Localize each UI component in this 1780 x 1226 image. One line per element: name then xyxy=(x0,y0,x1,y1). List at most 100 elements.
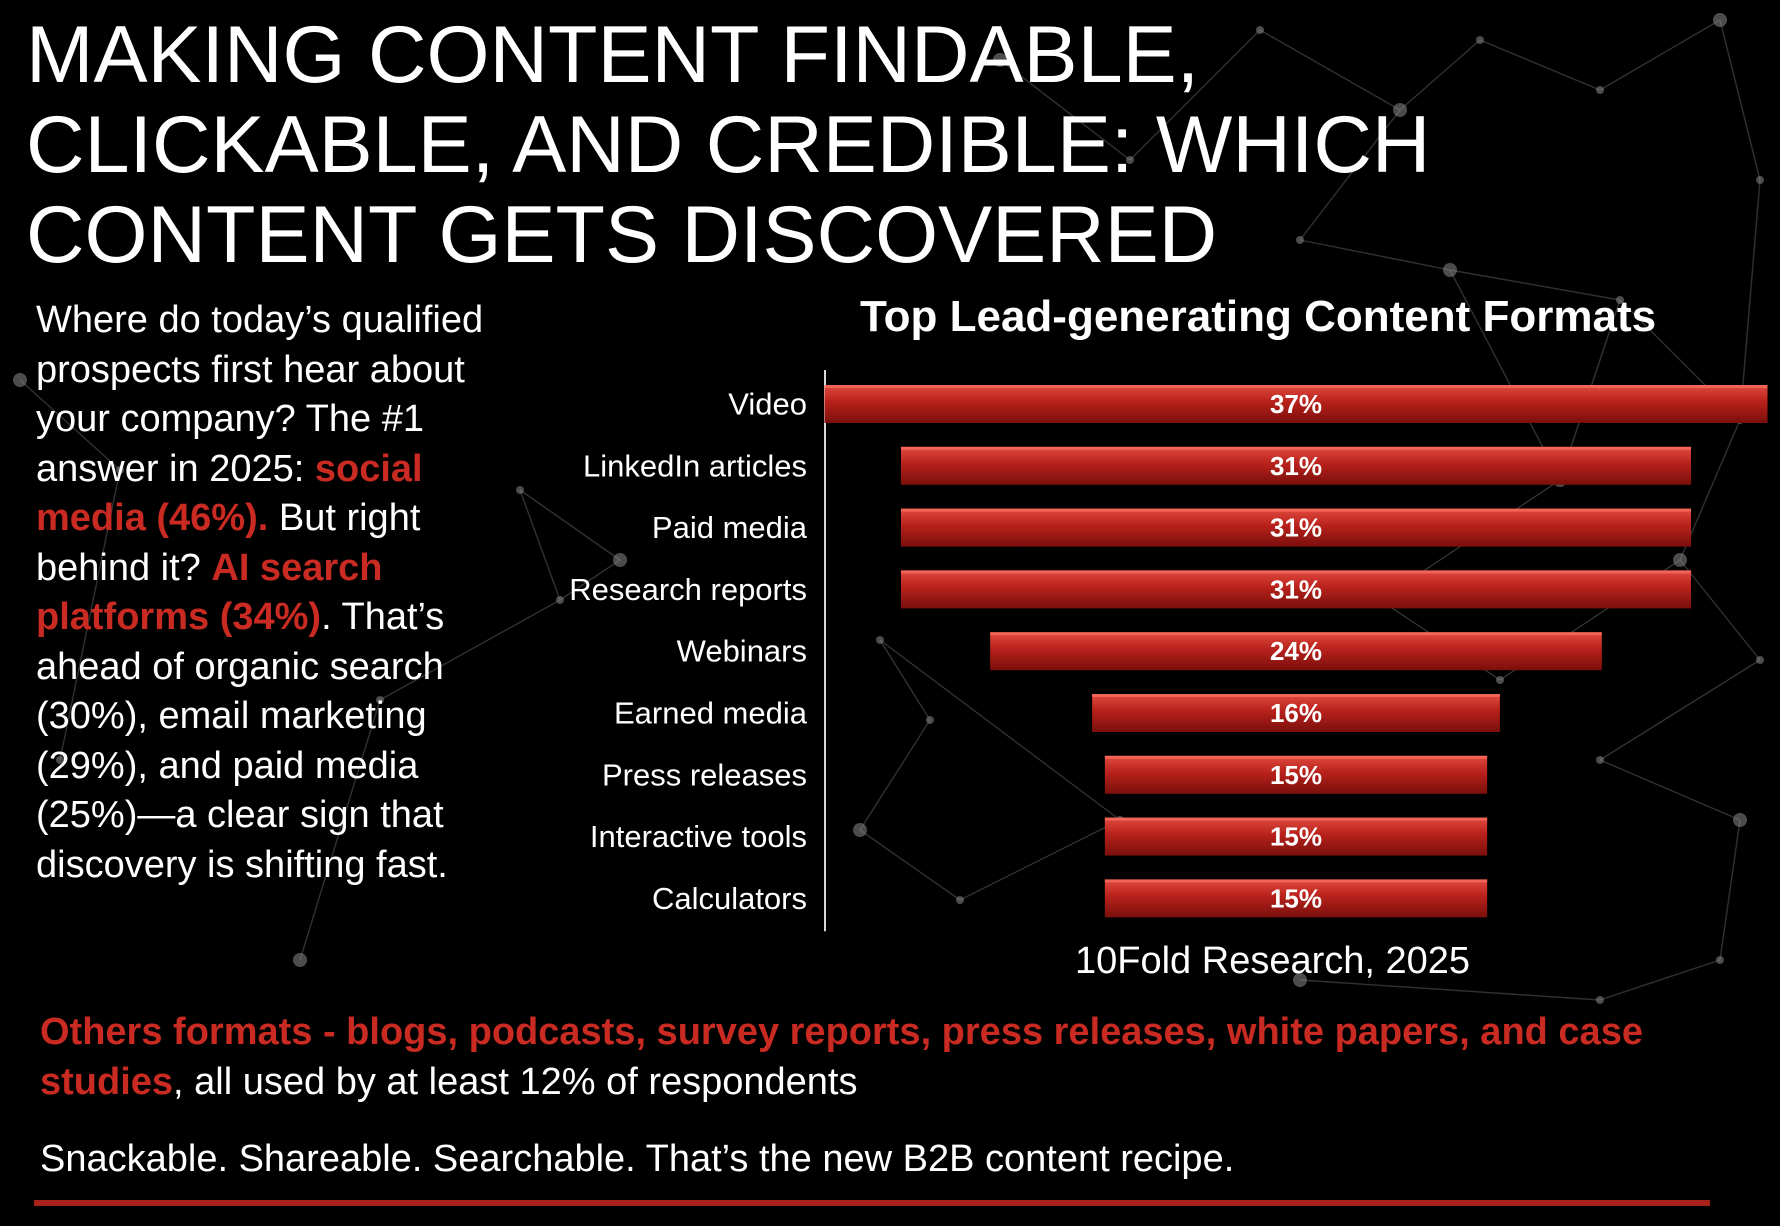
bar-value-label: 24% xyxy=(1270,636,1322,666)
network-line xyxy=(1129,29,1261,161)
intro-text-2: But right behind it? xyxy=(36,497,421,589)
network-node xyxy=(1256,26,1264,34)
network-node xyxy=(1596,756,1604,764)
page-title: MAKING CONTENT FINDABLE, CLICKABLE, AND … xyxy=(26,10,1726,280)
title-line-3: CONTENT GETS DISCOVERED xyxy=(26,190,1218,280)
category-label: Video xyxy=(728,387,807,422)
others-formats-note: Others formats - blogs, podcasts, survey… xyxy=(40,1007,1760,1107)
network-node xyxy=(1496,676,1504,684)
network-line xyxy=(1449,269,1621,301)
network-node xyxy=(1716,956,1724,964)
bar-highlight xyxy=(900,446,1692,450)
category-label: Research reports xyxy=(569,572,807,607)
network-node xyxy=(926,716,934,724)
network-line xyxy=(959,819,1121,901)
intro-highlight-social-media: social media (46%). xyxy=(36,447,423,540)
network-node xyxy=(956,896,964,904)
bar-value-label: 31% xyxy=(1270,513,1322,543)
network-line xyxy=(999,59,1131,161)
network-node xyxy=(1596,996,1604,1004)
bar xyxy=(1104,817,1488,856)
network-line xyxy=(1599,959,1721,1001)
network-node xyxy=(13,373,27,387)
network-node xyxy=(1293,973,1307,987)
network-node xyxy=(993,53,1007,67)
network-line xyxy=(1449,269,1561,481)
bar-highlight xyxy=(900,570,1692,574)
network-line xyxy=(59,469,121,761)
network-line xyxy=(859,719,931,831)
network-line xyxy=(1599,759,1741,821)
bar-highlight xyxy=(1104,879,1488,883)
bar xyxy=(1104,755,1488,794)
bar-highlight xyxy=(1104,817,1488,821)
network-node xyxy=(1476,36,1484,44)
bar-highlight xyxy=(824,385,1768,388)
title-line-1: MAKING CONTENT FINDABLE, xyxy=(26,10,1200,100)
network-line xyxy=(1679,559,1761,661)
bar-highlight xyxy=(1104,755,1488,759)
network-node xyxy=(1296,236,1304,244)
chart-title: Top Lead-generating Content Formats xyxy=(860,292,1657,341)
others-formats-highlight: Others formats - blogs, podcasts, survey… xyxy=(40,1011,1643,1103)
network-line xyxy=(519,489,561,601)
network-node xyxy=(853,823,867,837)
network-node xyxy=(1126,156,1134,164)
network-line xyxy=(1719,19,1761,181)
network-node xyxy=(1756,176,1764,184)
category-label: Webinars xyxy=(677,634,807,669)
others-formats-rest: , all used by at least 12% of respondent… xyxy=(173,1061,858,1103)
network-node xyxy=(1443,263,1457,277)
bar xyxy=(990,632,1602,671)
intro-highlight-ai-search: AI search platforms (34%) xyxy=(36,546,383,639)
network-line xyxy=(1599,659,1761,761)
network-node xyxy=(613,553,627,567)
network-node xyxy=(1393,103,1407,117)
bar-value-label: 15% xyxy=(1270,822,1322,852)
bar xyxy=(900,446,1692,485)
network-line xyxy=(1299,979,1601,1001)
bar-value-label: 15% xyxy=(1270,883,1322,913)
category-label: Earned media xyxy=(614,696,808,731)
intro-text-3: . That’s ahead of organic search (30%), … xyxy=(36,596,448,886)
network-line xyxy=(379,599,561,701)
bar-value-label: 31% xyxy=(1270,451,1322,481)
bar-value-label: 15% xyxy=(1270,760,1322,790)
category-label: Paid media xyxy=(652,510,808,545)
bar xyxy=(824,385,1768,423)
network-line xyxy=(859,829,961,901)
network-line xyxy=(1599,19,1721,91)
bottom-divider xyxy=(34,1200,1710,1206)
bar-value-label: 37% xyxy=(1270,389,1322,419)
bar xyxy=(900,570,1692,609)
category-label: Calculators xyxy=(652,881,807,916)
network-node xyxy=(56,756,64,764)
network-node xyxy=(293,953,307,967)
network-line xyxy=(1739,179,1761,421)
network-node xyxy=(556,596,564,604)
chart-source: 10Fold Research, 2025 xyxy=(1075,940,1471,982)
bar xyxy=(900,508,1692,547)
bar xyxy=(1092,694,1500,732)
network-node xyxy=(1713,13,1727,27)
network-line xyxy=(559,559,621,601)
network-line xyxy=(1719,819,1741,961)
intro-text-1: Where do today’s qualified prospects fir… xyxy=(36,299,484,490)
bar-highlight xyxy=(1092,694,1500,697)
network-node xyxy=(1733,813,1747,827)
network-node xyxy=(116,466,124,474)
network-line xyxy=(19,379,121,471)
network-line xyxy=(519,489,621,561)
bar-highlight xyxy=(900,508,1692,512)
network-node xyxy=(1596,86,1604,94)
network-line xyxy=(1299,109,1401,241)
bar-highlight xyxy=(990,632,1602,636)
category-label: Press releases xyxy=(602,757,807,792)
network-line xyxy=(1399,39,1481,111)
bar-value-label: 31% xyxy=(1270,574,1322,604)
bar-chart: Video 37% LinkedIn articles 31% Paid media 31… xyxy=(569,370,1768,932)
category-label: LinkedIn articles xyxy=(583,448,807,483)
title-line-2: CLICKABLE, AND CREDIBLE: WHICH xyxy=(26,100,1431,190)
network-line xyxy=(1299,239,1451,271)
network-line xyxy=(1479,39,1601,91)
